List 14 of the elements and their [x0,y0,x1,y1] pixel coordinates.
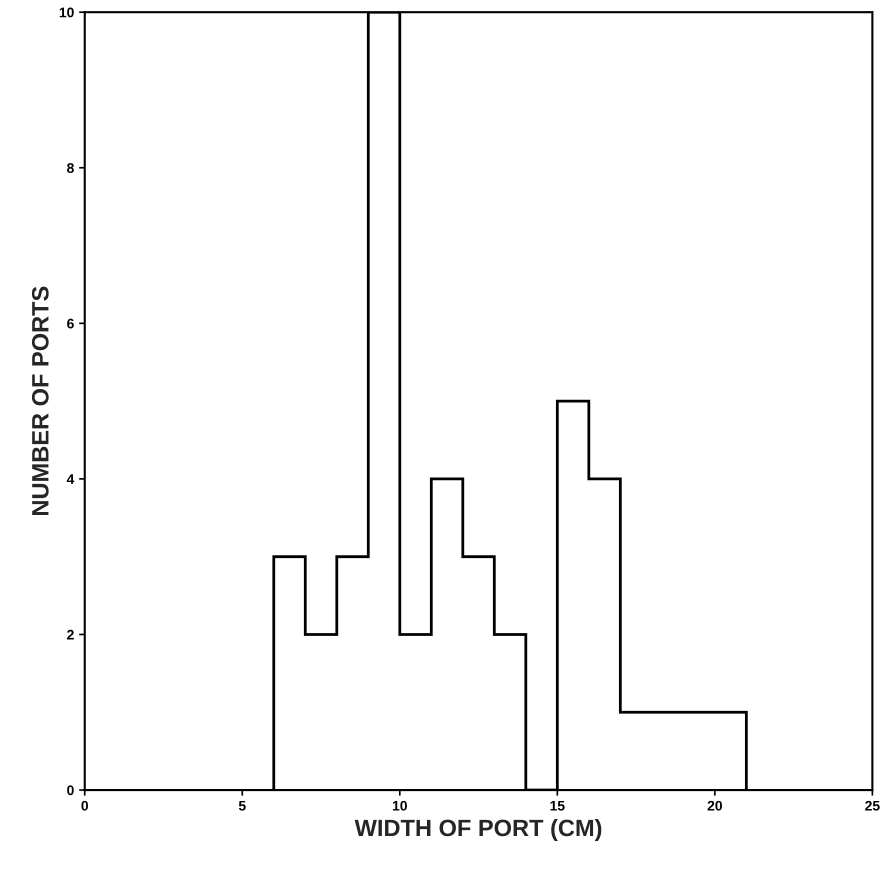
x-tick-label: 0 [81,800,88,811]
x-tick-label: 5 [238,800,246,811]
x-tick-label: 15 [550,800,565,811]
y-tick-label: 10 [60,8,74,18]
x-axis-title: WIDTH OF PORT (CM) [354,818,602,841]
x-tick-label: 25 [865,800,880,811]
y-tick-label: 6 [67,318,74,329]
y-axis-title: NUMBER OF PORTS [32,286,49,515]
y-tick-label: 8 [67,163,74,173]
x-tick-label: 20 [708,800,722,811]
y-tick-label: 0 [67,785,74,796]
y-tick-label: 4 [66,474,74,484]
y-tick-label: 2 [67,630,74,640]
x-tick-label: 10 [392,800,407,811]
